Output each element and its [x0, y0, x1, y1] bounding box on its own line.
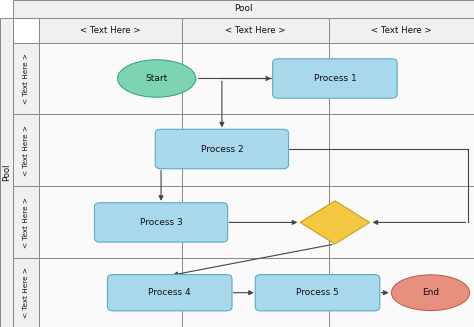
FancyBboxPatch shape [255, 275, 380, 311]
FancyBboxPatch shape [108, 275, 232, 311]
Polygon shape [300, 201, 370, 244]
Text: < Text Here >: < Text Here > [23, 53, 29, 104]
Bar [13, 114, 39, 186]
Bar [0, 18, 13, 327]
Text: < Text Here >: < Text Here > [23, 267, 29, 318]
Text: < Text Here >: < Text Here > [23, 125, 29, 176]
Bar [13, 258, 474, 327]
Bar [13, 258, 39, 327]
Text: < Text Here >: < Text Here > [80, 26, 141, 35]
Bar [13, 0, 474, 18]
Bar [39, 18, 182, 43]
Bar [13, 186, 474, 258]
Bar [13, 43, 39, 114]
FancyBboxPatch shape [94, 203, 228, 242]
Ellipse shape [392, 275, 470, 311]
Text: < Text Here >: < Text Here > [371, 26, 432, 35]
Text: Start: Start [146, 74, 168, 83]
FancyBboxPatch shape [155, 129, 289, 169]
Bar [329, 18, 474, 43]
Bar [182, 18, 329, 43]
Text: Process 1: Process 1 [313, 74, 356, 83]
Ellipse shape [118, 60, 196, 97]
Text: Process 4: Process 4 [148, 288, 191, 297]
Text: Pool: Pool [2, 164, 11, 181]
Text: Process 3: Process 3 [140, 218, 182, 227]
Text: Pool: Pool [234, 5, 253, 13]
Bar [13, 43, 474, 114]
Text: Process 2: Process 2 [201, 145, 243, 153]
Bar [13, 186, 39, 258]
FancyBboxPatch shape [273, 59, 397, 98]
Text: Process 5: Process 5 [296, 288, 339, 297]
Text: < Text Here >: < Text Here > [225, 26, 286, 35]
Bar [13, 114, 474, 186]
Text: End: End [422, 288, 439, 297]
Text: < Text Here >: < Text Here > [23, 197, 29, 248]
